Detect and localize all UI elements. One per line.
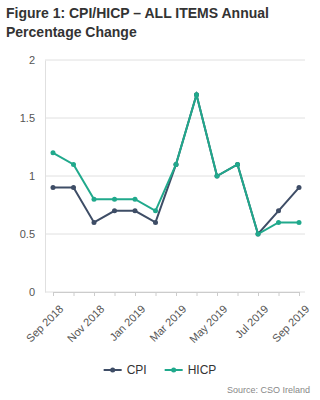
y-tick-label: 0.5 bbox=[20, 228, 35, 240]
x-tick-label: Nov 2018 bbox=[65, 303, 107, 345]
title-line: Percentage Change bbox=[6, 24, 137, 40]
x-tick: Sep 2018 bbox=[24, 292, 66, 344]
x-tick: Mar 2019 bbox=[147, 292, 188, 344]
x-tick-label: May 2019 bbox=[187, 303, 230, 346]
series-point bbox=[133, 197, 138, 202]
series-point bbox=[174, 162, 179, 167]
grid bbox=[45, 60, 305, 292]
x-tick-label: Jul 2019 bbox=[233, 303, 271, 341]
y-tick: 0 bbox=[29, 286, 45, 298]
x-tick-mark bbox=[74, 292, 75, 296]
grid-line bbox=[45, 60, 305, 61]
grid-line bbox=[45, 118, 305, 119]
series-point bbox=[51, 185, 56, 190]
y-tick-label: 1.5 bbox=[20, 112, 35, 124]
legend-marker bbox=[171, 368, 176, 373]
x-tick bbox=[74, 292, 75, 296]
x-tick: May 2019 bbox=[187, 292, 230, 345]
x-tick-label: Sep 2019 bbox=[270, 303, 312, 345]
x-tick-mark bbox=[238, 292, 239, 296]
series-point bbox=[153, 220, 158, 225]
y-tick: 2 bbox=[29, 54, 45, 66]
y-tick-label: 1 bbox=[29, 170, 35, 182]
x-tick-mark bbox=[258, 292, 259, 296]
series-line bbox=[53, 95, 299, 234]
series-point bbox=[256, 232, 261, 237]
legend-item: HICP bbox=[165, 363, 217, 377]
plot-area bbox=[51, 92, 302, 236]
x-tick bbox=[238, 292, 239, 296]
x-tick-mark bbox=[176, 292, 177, 296]
legend-label: HICP bbox=[188, 363, 217, 377]
x-tick: Jan 2019 bbox=[107, 292, 147, 343]
x-tick bbox=[115, 292, 116, 296]
x-tick-mark bbox=[156, 292, 157, 296]
series-point bbox=[235, 162, 240, 167]
series-point bbox=[297, 185, 302, 190]
series-point bbox=[194, 92, 199, 97]
legend-item: CPI bbox=[104, 363, 147, 377]
series-point bbox=[92, 220, 97, 225]
x-tick-label: Jan 2019 bbox=[107, 303, 147, 343]
legend: CPI HICP bbox=[104, 363, 217, 377]
series-point bbox=[215, 174, 220, 179]
x-tick bbox=[279, 292, 280, 296]
x-tick-mark bbox=[135, 292, 136, 296]
series-line bbox=[53, 95, 299, 234]
series-point bbox=[276, 220, 281, 225]
grid-line bbox=[45, 292, 305, 293]
y-tick: 1.5 bbox=[20, 112, 45, 124]
series-point bbox=[256, 232, 261, 237]
x-axis: Sep 2018Nov 2018Jan 2019Mar 2019May 2019… bbox=[24, 292, 312, 345]
series-point bbox=[112, 208, 117, 213]
x-tick-mark bbox=[197, 292, 198, 296]
grid-line bbox=[45, 176, 305, 177]
x-tick bbox=[197, 292, 198, 296]
grid-line bbox=[45, 234, 305, 235]
x-tick: Nov 2018 bbox=[65, 292, 107, 344]
series-point bbox=[235, 162, 240, 167]
series-point bbox=[112, 197, 117, 202]
x-tick-mark bbox=[217, 292, 218, 296]
series-point bbox=[92, 197, 97, 202]
series-point bbox=[51, 150, 56, 155]
y-tick: 0.5 bbox=[20, 228, 45, 240]
x-tick-mark bbox=[279, 292, 280, 296]
x-tick-mark bbox=[299, 292, 300, 296]
series-point bbox=[133, 208, 138, 213]
x-tick-label: Mar 2019 bbox=[147, 303, 188, 344]
y-tick: 1 bbox=[29, 170, 45, 182]
series-point bbox=[71, 162, 76, 167]
title-line: Figure 1: CPI/HICP – ALL ITEMS Annual bbox=[6, 5, 269, 21]
series-point bbox=[194, 92, 199, 97]
series-point bbox=[71, 185, 76, 190]
y-axis: 0 0.5 1 1.5 2 bbox=[20, 54, 46, 298]
x-tick bbox=[156, 292, 157, 296]
x-tick: Sep 2019 bbox=[270, 292, 312, 344]
x-tick: Jul 2019 bbox=[233, 292, 271, 340]
x-tick-mark bbox=[53, 292, 54, 296]
chart: Figure 1: CPI/HICP – ALL ITEMS Annual Per… bbox=[0, 0, 320, 400]
series-point bbox=[276, 208, 281, 213]
series-point bbox=[174, 162, 179, 167]
title: Figure 1: CPI/HICP – ALL ITEMS Annual Per… bbox=[6, 5, 269, 40]
y-axis-line bbox=[45, 61, 46, 293]
series-point bbox=[297, 220, 302, 225]
legend-label: CPI bbox=[127, 363, 147, 377]
x-tick-label: Sep 2018 bbox=[24, 303, 66, 345]
legend-marker bbox=[110, 368, 115, 373]
y-tick-label: 0 bbox=[29, 286, 35, 298]
x-tick-mark bbox=[94, 292, 95, 296]
series-point bbox=[215, 174, 220, 179]
source: Source: CSO Ireland bbox=[227, 385, 310, 395]
x-tick-mark bbox=[115, 292, 116, 296]
y-tick-label: 2 bbox=[29, 54, 35, 66]
series-point bbox=[153, 208, 158, 213]
